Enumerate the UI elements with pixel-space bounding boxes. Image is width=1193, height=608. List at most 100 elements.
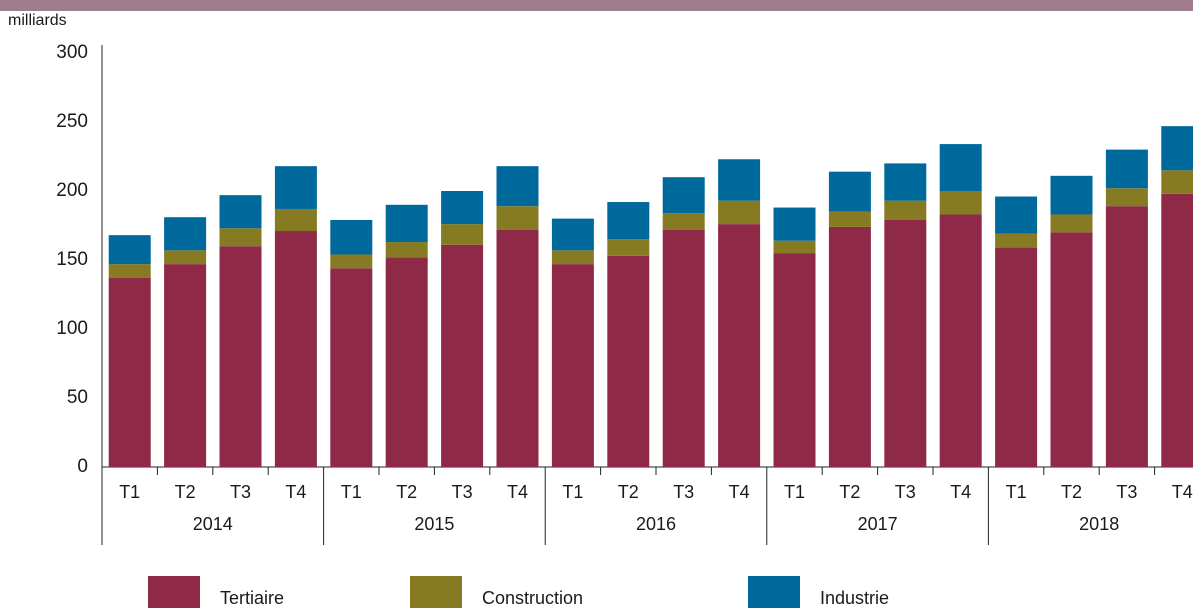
bar-segment: [551, 218, 594, 251]
bar-segment: [718, 159, 761, 201]
bar-segment: [385, 204, 428, 243]
y-unit-label: milliards: [8, 12, 67, 29]
bar-segment: [108, 264, 151, 278]
bar-segment: [1050, 232, 1093, 467]
bar-segment: [551, 264, 594, 467]
y-tick-label: 300: [56, 42, 88, 63]
x-tick-label: T2: [618, 482, 639, 502]
bar-segment: [773, 240, 816, 254]
bar-segment: [1105, 149, 1148, 189]
x-tick-label: T1: [1006, 482, 1027, 502]
bar-segment: [1050, 214, 1093, 233]
x-tick-label: T1: [119, 482, 140, 502]
bar-segment: [995, 247, 1038, 467]
bar-segment: [718, 224, 761, 467]
x-tick-label: T4: [285, 482, 306, 502]
bar-segment: [441, 191, 484, 225]
x-tick-label: T4: [950, 482, 971, 502]
group-label: 2014: [193, 514, 233, 534]
bar-segment: [385, 242, 428, 258]
bar-segment: [884, 163, 927, 201]
bar-segment: [939, 191, 982, 215]
bar-segment: [274, 231, 317, 467]
bar-segment: [219, 246, 262, 467]
bar-segment: [1161, 126, 1193, 171]
y-tick-label: 150: [56, 249, 88, 270]
x-tick-label: T3: [452, 482, 473, 502]
x-tick-label: T2: [175, 482, 196, 502]
bar-segment: [939, 144, 982, 191]
bar-segment: [607, 239, 650, 256]
bar-segment: [496, 166, 539, 207]
bar-segment: [995, 233, 1038, 248]
x-tick-label: T2: [839, 482, 860, 502]
y-tick-label: 250: [56, 111, 88, 132]
x-tick-label: T4: [729, 482, 750, 502]
bar-segment: [828, 211, 871, 227]
bar-segment: [385, 257, 428, 467]
legend-swatch: [410, 576, 462, 608]
bar-segment: [1105, 188, 1148, 207]
x-tick-label: T3: [1116, 482, 1137, 502]
bar-segment: [551, 250, 594, 265]
bar-segment: [219, 195, 262, 229]
bar-segment: [164, 250, 207, 265]
group-label: 2015: [414, 514, 454, 534]
legend-label: Industrie: [820, 588, 889, 608]
x-tick-label: T3: [230, 482, 251, 502]
y-tick-label: 0: [77, 456, 88, 477]
x-tick-label: T1: [341, 482, 362, 502]
legend-swatch: [748, 576, 800, 608]
bar-segment: [1161, 193, 1193, 467]
x-tick-label: T1: [562, 482, 583, 502]
bar-segment: [274, 208, 317, 232]
bar-segment: [828, 226, 871, 467]
bar-segment: [662, 177, 705, 214]
group-label: 2018: [1079, 514, 1119, 534]
bar-segment: [164, 264, 207, 467]
bar-segment: [108, 235, 151, 265]
legend-swatch: [148, 576, 200, 608]
x-tick-label: T4: [1172, 482, 1193, 502]
bar-segment: [441, 244, 484, 467]
bar-segment: [496, 206, 539, 230]
group-label: 2017: [858, 514, 898, 534]
bar-segment: [773, 207, 816, 241]
group-label: 2016: [636, 514, 676, 534]
bar-segment: [219, 228, 262, 247]
x-tick-label: T2: [396, 482, 417, 502]
bar-segment: [1050, 175, 1093, 215]
bar-segment: [607, 255, 650, 467]
y-tick-label: 50: [67, 387, 88, 408]
bar-segment: [662, 229, 705, 467]
bar-segment: [496, 229, 539, 467]
bar-segment: [773, 253, 816, 467]
bar-segment: [330, 268, 373, 467]
bar-segment: [939, 214, 982, 467]
bar-segment: [718, 200, 761, 225]
bar-segment: [884, 200, 927, 220]
bar-segment: [441, 224, 484, 245]
x-tick-label: T3: [673, 482, 694, 502]
bar-segment: [995, 196, 1038, 234]
x-tick-label: T3: [895, 482, 916, 502]
bar-segment: [108, 277, 151, 467]
legend-label: Tertiaire: [220, 588, 284, 608]
bar-segment: [884, 219, 927, 467]
legend-label: Construction: [482, 588, 583, 608]
x-tick-label: T1: [784, 482, 805, 502]
bar-segment: [607, 202, 650, 240]
bar-segment: [828, 171, 871, 212]
bar-segment: [330, 219, 373, 255]
bar-segment: [1105, 206, 1148, 467]
bar-segment: [330, 254, 373, 269]
x-tick-label: T2: [1061, 482, 1082, 502]
y-tick-label: 100: [56, 318, 88, 339]
header-band: [0, 0, 1193, 11]
bar-segment: [274, 166, 317, 209]
y-tick-label: 200: [56, 180, 88, 201]
bar-segment: [164, 217, 207, 251]
x-tick-label: T4: [507, 482, 528, 502]
